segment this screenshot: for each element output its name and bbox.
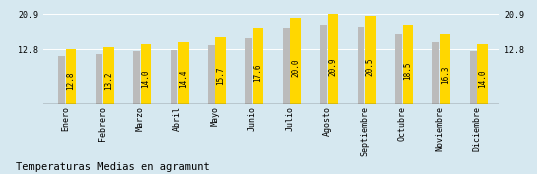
Text: 14.4: 14.4	[179, 69, 188, 88]
Text: 20.9: 20.9	[329, 57, 337, 76]
Bar	[141, 44, 151, 104]
Bar	[245, 38, 252, 104]
Bar	[59, 56, 65, 104]
Text: 14.0: 14.0	[141, 70, 150, 88]
Text: 12.8: 12.8	[67, 72, 76, 90]
Bar	[328, 14, 338, 104]
Bar	[320, 25, 327, 104]
Text: 15.7: 15.7	[216, 67, 225, 85]
Text: 18.5: 18.5	[403, 62, 412, 80]
Text: 17.6: 17.6	[253, 63, 263, 82]
Text: 16.3: 16.3	[441, 66, 449, 84]
Bar	[253, 28, 263, 104]
Text: 20.0: 20.0	[291, 59, 300, 77]
Bar	[215, 37, 226, 104]
Text: 20.5: 20.5	[366, 58, 375, 77]
Text: 14.0: 14.0	[478, 70, 487, 88]
Text: Temperaturas Medias en agramunt: Temperaturas Medias en agramunt	[16, 162, 210, 172]
Bar	[103, 48, 114, 104]
Bar	[432, 42, 439, 104]
Bar	[470, 51, 477, 104]
Bar	[358, 26, 364, 104]
Bar	[178, 42, 188, 104]
Bar	[395, 34, 402, 104]
Bar	[208, 45, 215, 104]
Bar	[283, 28, 289, 104]
Bar	[171, 50, 177, 104]
Bar	[477, 44, 488, 104]
Text: 13.2: 13.2	[104, 71, 113, 90]
Bar	[365, 16, 375, 104]
Bar	[66, 49, 76, 104]
Bar	[403, 25, 413, 104]
Bar	[291, 18, 301, 104]
Bar	[96, 54, 103, 104]
Bar	[440, 34, 451, 104]
Bar	[133, 51, 140, 104]
